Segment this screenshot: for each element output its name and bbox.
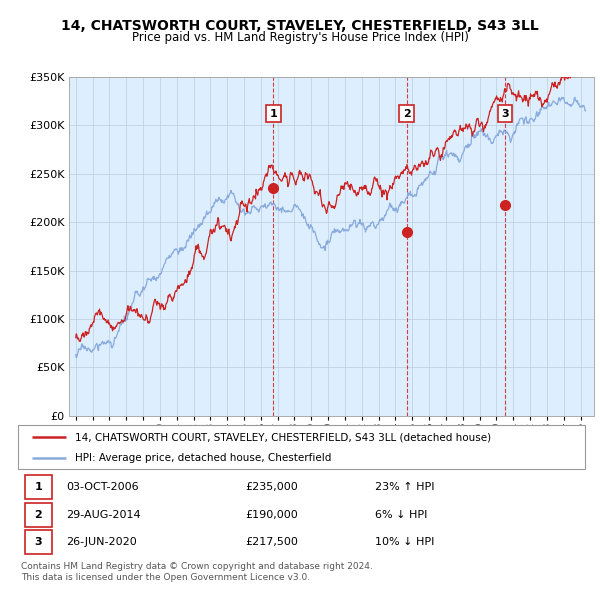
FancyBboxPatch shape <box>25 503 52 527</box>
FancyBboxPatch shape <box>25 476 52 499</box>
Text: HPI: Average price, detached house, Chesterfield: HPI: Average price, detached house, Ches… <box>75 453 331 463</box>
FancyBboxPatch shape <box>25 530 52 554</box>
Text: 03-OCT-2006: 03-OCT-2006 <box>66 483 139 493</box>
Text: 10% ↓ HPI: 10% ↓ HPI <box>375 537 434 547</box>
Text: 29-AUG-2014: 29-AUG-2014 <box>66 510 141 520</box>
Text: £235,000: £235,000 <box>245 483 298 493</box>
Text: 2: 2 <box>403 109 410 119</box>
Text: 1: 1 <box>269 109 277 119</box>
Text: 3: 3 <box>35 537 42 547</box>
FancyBboxPatch shape <box>18 425 585 469</box>
Text: 14, CHATSWORTH COURT, STAVELEY, CHESTERFIELD, S43 3LL: 14, CHATSWORTH COURT, STAVELEY, CHESTERF… <box>61 19 539 33</box>
Text: 26-JUN-2020: 26-JUN-2020 <box>66 537 137 547</box>
Text: 3: 3 <box>501 109 508 119</box>
Text: £217,500: £217,500 <box>245 537 298 547</box>
Text: 1: 1 <box>35 483 42 493</box>
Text: Contains HM Land Registry data © Crown copyright and database right 2024.
This d: Contains HM Land Registry data © Crown c… <box>21 562 373 582</box>
Text: £190,000: £190,000 <box>245 510 298 520</box>
Text: 23% ↑ HPI: 23% ↑ HPI <box>375 483 435 493</box>
Text: 2: 2 <box>35 510 42 520</box>
Text: 6% ↓ HPI: 6% ↓ HPI <box>375 510 428 520</box>
Text: Price paid vs. HM Land Registry's House Price Index (HPI): Price paid vs. HM Land Registry's House … <box>131 31 469 44</box>
Text: 14, CHATSWORTH COURT, STAVELEY, CHESTERFIELD, S43 3LL (detached house): 14, CHATSWORTH COURT, STAVELEY, CHESTERF… <box>75 432 491 442</box>
